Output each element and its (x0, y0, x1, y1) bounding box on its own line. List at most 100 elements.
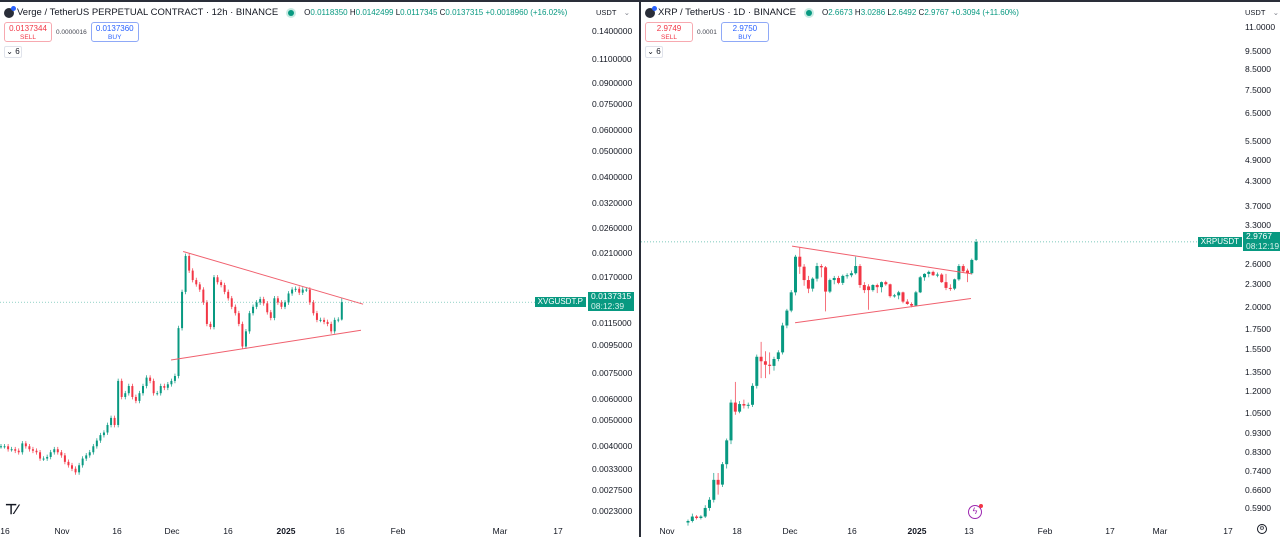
candle-body (216, 277, 219, 283)
chart-pane-xrp[interactable]: XRP / TetherUS · 1D · BINANCE O2.6673 H3… (641, 0, 1280, 537)
candle (117, 378, 120, 428)
candle (35, 448, 38, 455)
sell-button[interactable]: 2.9749 SELL (645, 22, 693, 42)
currency-dropdown[interactable]: USDT ⌄ (596, 8, 630, 17)
candle-body (177, 328, 180, 377)
candle (259, 296, 262, 305)
price-axis-tick: 1.2000 (1245, 386, 1271, 397)
candle-body (124, 393, 127, 397)
candle (854, 256, 858, 275)
trendline (795, 297, 972, 324)
ohlc-values: O2.6673 H3.0286 L2.6492 C2.9767 +0.3094 … (821, 8, 1019, 17)
candle-body (173, 376, 176, 381)
candle (901, 291, 905, 304)
candle-body (81, 458, 84, 466)
price-axis-tick: 8.5000 (1245, 64, 1271, 75)
time-axis-tick: 16 (112, 526, 122, 536)
candle (67, 459, 70, 468)
candle (202, 287, 205, 305)
candle (927, 270, 931, 278)
candle (262, 296, 265, 306)
candle-body (819, 266, 823, 268)
sell-button[interactable]: 0.0137344 SELL (4, 22, 52, 42)
candle-body (234, 306, 237, 314)
candle (772, 356, 776, 371)
candle-body (287, 293, 290, 303)
candle-body (255, 302, 258, 307)
buy-button[interactable]: 2.9750 BUY (720, 22, 769, 42)
candle (806, 275, 810, 294)
candle-body (905, 301, 909, 305)
price-axis-tick: 9.5000 (1245, 46, 1271, 57)
time-axis-tick: 16 (335, 526, 345, 536)
candle (974, 239, 978, 262)
candle-body (166, 384, 169, 388)
indicators-toggle[interactable]: ⌄ 6 (645, 46, 663, 58)
spread-value: 0.0000016 (56, 28, 87, 36)
time-axis-tick: Nov (54, 526, 70, 536)
candle-body (712, 479, 716, 500)
candle (291, 287, 294, 296)
symbol-price-tag: XRPUSDT (1197, 237, 1242, 247)
candle-body (301, 289, 304, 293)
candle-body (854, 266, 858, 274)
candle-body (832, 277, 836, 281)
candle (39, 449, 42, 461)
candle-body (862, 285, 866, 291)
candle (166, 381, 169, 391)
candle (841, 274, 845, 286)
chart-canvas[interactable] (641, 2, 1280, 537)
candle (134, 394, 137, 404)
candle-body (746, 404, 750, 406)
candle (798, 247, 802, 274)
symbol-price-tag: XVGUSDT.P (534, 297, 586, 307)
tradingview-logo[interactable]: ⊤⁄ (5, 501, 17, 517)
candle-body (927, 271, 931, 274)
candle-body (21, 443, 24, 453)
candle-body (273, 298, 276, 318)
candle (845, 273, 849, 279)
candle-body (102, 432, 105, 436)
candle-body (953, 279, 957, 289)
candle (74, 466, 77, 475)
price-axis-tick: 4.9000 (1245, 154, 1271, 165)
symbol-title[interactable]: XRP / TetherUS · 1D · BINANCE (658, 7, 796, 18)
candle-body (763, 361, 767, 365)
candle-body (305, 289, 308, 291)
price-axis-tick: 5.5000 (1245, 135, 1271, 146)
candle (330, 321, 333, 334)
time-axis-tick: Nov (659, 526, 675, 536)
candle (244, 329, 247, 349)
currency-dropdown[interactable]: USDT ⌄ (1245, 8, 1279, 17)
candle-body (716, 479, 720, 485)
candle-body (88, 452, 91, 456)
candle (56, 446, 59, 455)
candle (138, 390, 141, 404)
candle (703, 505, 707, 519)
candle-body (837, 277, 840, 283)
candle-body (729, 402, 733, 441)
candle (188, 253, 191, 273)
last-price-label: 2.9767 08:12:19 (1243, 231, 1280, 251)
chart-canvas[interactable] (0, 2, 640, 537)
symbol-logo-icon (4, 5, 16, 18)
indicators-toggle[interactable]: ⌄ 6 (4, 46, 22, 58)
candle-body (892, 295, 896, 297)
pane-divider[interactable] (639, 0, 641, 537)
candle (789, 290, 793, 313)
candle (173, 373, 176, 384)
candle-body (142, 386, 144, 394)
candle-body (53, 449, 56, 453)
candle (708, 497, 711, 511)
buy-button[interactable]: 0.0137360 BUY (90, 22, 139, 42)
symbol-title[interactable]: Verge / TetherUS PERPETUAL CONTRACT · 12… (17, 7, 279, 18)
candle (95, 438, 98, 449)
chart-pane-verge[interactable]: Verge / TetherUS PERPETUAL CONTRACT · 12… (0, 0, 640, 537)
candle (216, 274, 219, 285)
candle-body (695, 516, 699, 519)
settings-icon[interactable]: ⚙ (1257, 524, 1267, 534)
time-axis-tick: Mar (1152, 526, 1168, 536)
market-open-icon (805, 9, 812, 16)
price-axis-tick: 0.1400000 (592, 26, 633, 36)
lightning-icon[interactable]: ϟ (968, 504, 983, 519)
